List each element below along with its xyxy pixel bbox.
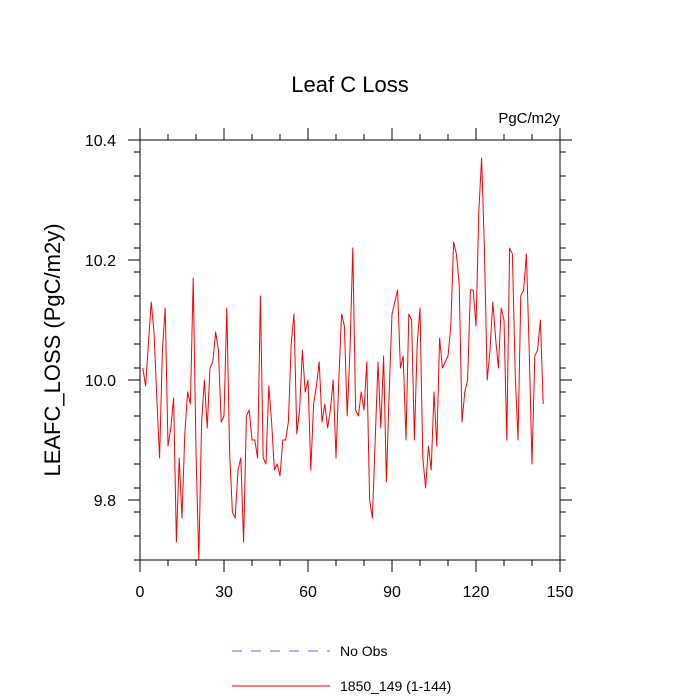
legend: No Obs 1850_149 (1-144) xyxy=(232,643,451,694)
legend-label: 1850_149 (1-144) xyxy=(340,678,451,694)
series-line xyxy=(142,157,544,561)
units-label: PgC/m2y xyxy=(498,110,560,127)
y-tick-label: 10.4 xyxy=(85,133,116,150)
x-tick-label: 150 xyxy=(547,584,574,601)
series-group xyxy=(142,157,544,561)
y-tick-label: 9.8 xyxy=(94,493,116,510)
plot-frame xyxy=(139,139,561,561)
x-tick-label: 0 xyxy=(136,584,145,601)
y-tick-label: 10.0 xyxy=(85,373,116,390)
axis-ticks xyxy=(128,128,572,572)
x-tick-label: 120 xyxy=(463,584,490,601)
legend-label: No Obs xyxy=(340,643,387,659)
y-axis-label: LEAFC_LOSS (PgC/m2y) xyxy=(40,223,65,476)
y-tick-label: 10.2 xyxy=(85,253,116,270)
x-tick-label: 90 xyxy=(383,584,401,601)
axis-tick-labels: 0 30 60 90 120 150 9.8 10.0 10.2 10.4 xyxy=(85,133,574,601)
x-tick-label: 30 xyxy=(215,584,233,601)
chart-title: Leaf C Loss xyxy=(291,72,408,97)
x-tick-label: 60 xyxy=(299,584,317,601)
